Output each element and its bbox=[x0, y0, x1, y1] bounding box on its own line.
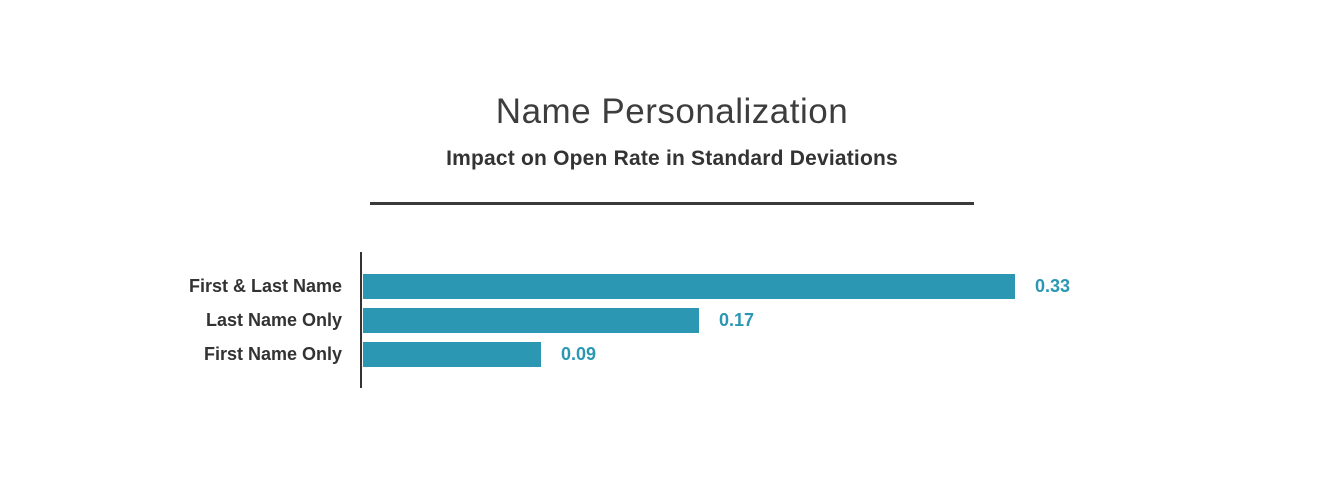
bar-value-label: 0.17 bbox=[719, 310, 755, 330]
bar-value-label: 0.09 bbox=[561, 344, 597, 364]
y-axis-line bbox=[360, 252, 362, 388]
bar-value-label: 0.33 bbox=[1035, 276, 1071, 296]
chart-title: Name Personalization bbox=[495, 92, 849, 131]
category-label: First & Last Name bbox=[188, 276, 342, 296]
chart-subtitle: Impact on Open Rate in Standard Deviatio… bbox=[446, 147, 898, 170]
bar bbox=[363, 308, 699, 333]
title-divider bbox=[370, 202, 974, 205]
bar bbox=[363, 342, 541, 367]
bar bbox=[363, 274, 1015, 299]
category-label: First Name Only bbox=[203, 344, 342, 364]
category-label: Last Name Only bbox=[205, 310, 342, 330]
